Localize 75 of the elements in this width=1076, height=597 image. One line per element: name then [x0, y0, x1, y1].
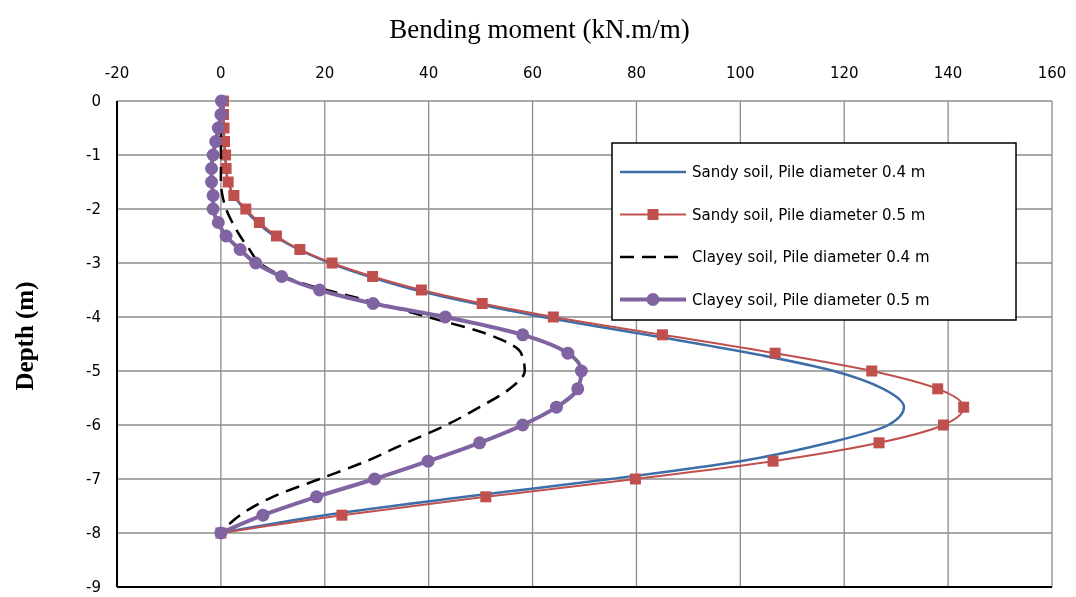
point	[211, 216, 225, 229]
y-tick-label: -7	[86, 470, 101, 488]
y-tick-label: 0	[91, 92, 101, 110]
point	[873, 437, 885, 449]
legend-label: Sandy soil, Pile diameter 0.5 m	[692, 205, 926, 224]
y-tick-label: -8	[86, 524, 101, 542]
point	[270, 230, 282, 242]
point	[866, 365, 878, 377]
point	[205, 175, 219, 189]
point	[326, 257, 338, 269]
y-tick-label: -9	[86, 578, 101, 596]
x-tick-label: 160	[1037, 64, 1067, 82]
y-tick-label: -1	[86, 146, 101, 164]
point	[219, 229, 233, 243]
point	[206, 202, 220, 216]
y-axis-title: Depth (m)	[11, 281, 39, 391]
y-tick-label: -6	[86, 416, 101, 434]
point	[415, 284, 427, 296]
y-tick-label: -5	[86, 362, 101, 380]
point	[656, 329, 668, 341]
x-tick-label: 120	[829, 64, 859, 82]
point	[516, 418, 530, 432]
point	[294, 244, 306, 255]
y-tick-label: -2	[86, 200, 101, 218]
y-tick-label: -3	[86, 254, 101, 272]
point	[629, 473, 641, 485]
x-tick-label: 140	[933, 64, 963, 82]
point	[209, 135, 223, 148]
point	[222, 176, 234, 188]
point	[220, 163, 232, 174]
x-axis-title: Bending moment (kN.m/m)	[389, 14, 690, 44]
point	[256, 508, 270, 522]
x-tick-label: 80	[626, 64, 646, 82]
point	[205, 162, 219, 175]
point	[571, 382, 585, 396]
y-tick-label: -4	[86, 308, 101, 326]
point	[249, 256, 263, 270]
point	[480, 491, 492, 503]
point	[958, 401, 970, 413]
point	[211, 121, 225, 135]
point	[421, 454, 435, 468]
point	[932, 383, 944, 395]
point	[549, 400, 563, 414]
point	[516, 328, 530, 342]
point	[253, 217, 265, 228]
point	[313, 283, 327, 297]
point	[547, 311, 559, 323]
x-tick-label: 60	[523, 64, 543, 82]
point	[233, 243, 247, 256]
point	[937, 419, 949, 431]
legend-label: Clayey soil, Pile diameter 0.4 m	[692, 248, 930, 266]
point	[574, 364, 588, 378]
point	[473, 436, 487, 450]
point	[561, 346, 575, 360]
point	[366, 297, 380, 310]
point	[309, 490, 323, 504]
point	[438, 310, 452, 324]
x-tick-label: 0	[216, 64, 226, 82]
x-tick-label: 20	[315, 64, 335, 82]
point	[769, 347, 781, 359]
legend-label: Sandy soil, Pile diameter 0.4 m	[692, 163, 926, 181]
point	[368, 472, 382, 486]
x-tick-label: 100	[726, 64, 755, 82]
point	[476, 298, 488, 309]
point	[228, 190, 240, 201]
point	[336, 509, 348, 521]
x-tick-label: 40	[419, 64, 439, 82]
point	[240, 203, 252, 215]
point	[367, 271, 379, 282]
point	[206, 189, 220, 202]
point	[206, 148, 220, 162]
legend-label: Clayey soil, Pile diameter 0.5 m	[692, 290, 930, 309]
point	[767, 455, 779, 467]
x-tick-label: -20	[104, 64, 130, 82]
point	[275, 270, 289, 283]
